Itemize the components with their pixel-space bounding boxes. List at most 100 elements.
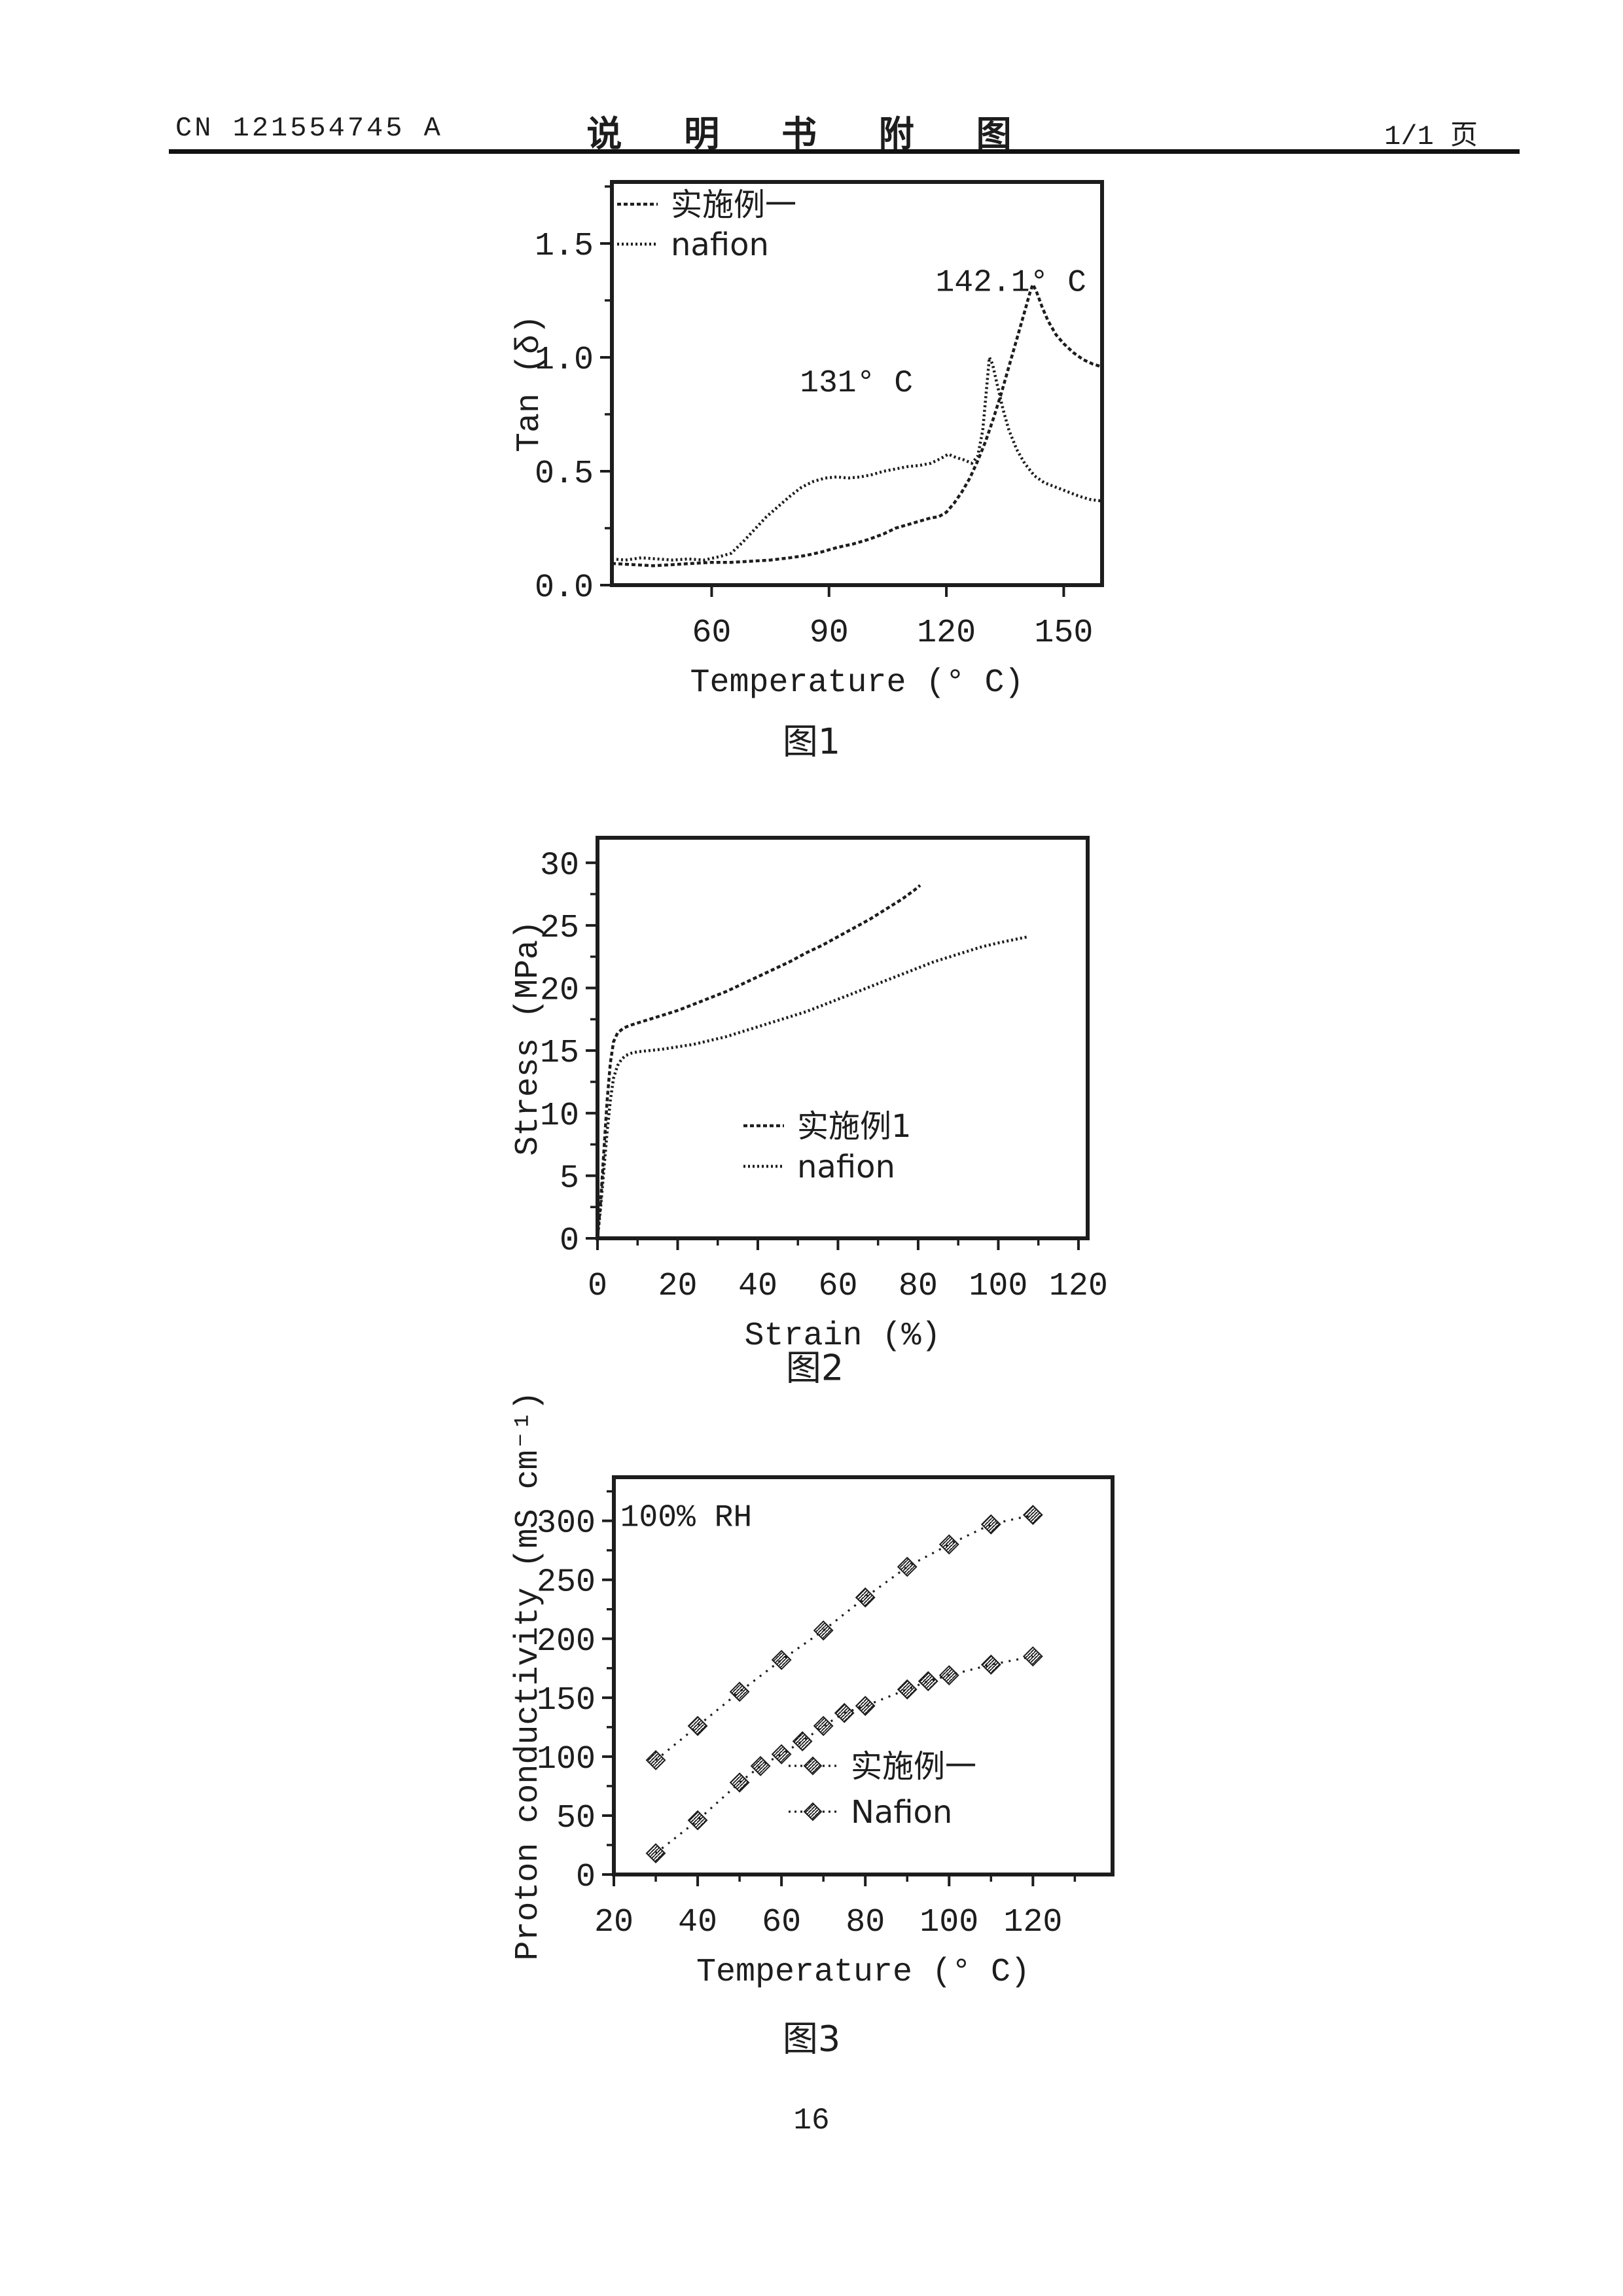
fig1-x-tick-label: 120: [917, 615, 976, 652]
fig3-y-tick-label: 300: [537, 1505, 596, 1543]
fig3-plot-frame: [612, 1475, 1115, 1876]
fig2-y-tick-label: 20: [540, 973, 579, 1010]
fig2-legend: 实施例1 nafion: [743, 1108, 912, 1185]
fig1-x-tick-label: 150: [1034, 615, 1093, 652]
fig3-data-point-marker: [750, 1755, 771, 1776]
fig3-data-point-marker: [771, 1649, 792, 1670]
fig3-axes: 20 40 60 80 100 120 0 50 100 150 200 250 300: [537, 1490, 1077, 1941]
fig1-y-axis-title: Tan (δ): [511, 315, 548, 452]
fig2-y-tick-label: 25: [540, 910, 579, 947]
fig1-series-line: [611, 280, 1101, 567]
fig3-data-point-marker: [1022, 1646, 1043, 1667]
fig2-y-tick-label: 10: [540, 1098, 579, 1135]
fig3-x-tick-label: 120: [1003, 1904, 1062, 1941]
fig3-data-point-marker: [813, 1620, 834, 1641]
fig1-y-tick-label: 1.5: [535, 228, 594, 265]
fig2-x-axis-title: Strain (%): [744, 1318, 940, 1355]
fig3-y-axis-title: Proton conductivity (mS cm⁻¹): [510, 1391, 547, 1960]
figure2-caption: 图2: [785, 1347, 844, 1389]
fig3-data-point-marker: [813, 1715, 834, 1736]
fig2-x-tick-label: 100: [969, 1268, 1027, 1305]
fig3-data-point-marker: [918, 1671, 938, 1692]
fig2-x-tick-label: 120: [1049, 1268, 1108, 1305]
fig3-data-point-marker: [771, 1744, 792, 1765]
page-indicator: 1/1 页: [1384, 121, 1478, 152]
figure1-tan-delta-chart: 60 90 120 150 0.0 0.5 1.0 1.5 Temperature (° C) T…: [511, 180, 1104, 702]
fig3-y-tick-label: 150: [537, 1682, 596, 1719]
fig3-data-point-marker: [687, 1810, 708, 1831]
fig3-series-line: [654, 1514, 1033, 1761]
fig3-y-tick-label: 100: [537, 1741, 596, 1778]
fig1-axes: 60 90 120 150 0.0 0.5 1.0 1.5: [535, 185, 1093, 652]
fig3-x-tick-label: 80: [846, 1904, 885, 1941]
fig3-series-实施例一: [645, 1505, 1043, 1770]
fig3-data-point-marker: [1022, 1505, 1043, 1526]
fig1-annotation: 142.1° C: [936, 266, 1086, 301]
fig2-x-tick-label: 80: [899, 1268, 938, 1305]
page-title: 说 明 书 附 图: [586, 113, 1037, 154]
fig1-legend-label: 实施例一: [671, 187, 796, 223]
fig1-legend-label: nafion: [671, 226, 769, 263]
fig2-x-tick-label: 0: [588, 1268, 607, 1305]
fig3-data-point-marker: [980, 1654, 1001, 1675]
fig3-data-point-marker: [729, 1772, 750, 1793]
fig3-data-point-marker: [938, 1534, 959, 1555]
fig3-legend-sample-marker: [803, 1756, 823, 1776]
fig1-x-axis-title: Temperature (° C): [690, 664, 1024, 702]
fig3-y-tick-label: 250: [537, 1564, 596, 1602]
fig3-data-point-marker: [897, 1556, 918, 1577]
fig3-data-point-marker: [645, 1749, 666, 1770]
fig3-annotation: 100% RH: [620, 1501, 753, 1536]
fig3-data-point-marker: [855, 1696, 876, 1716]
fig3-legend: 实施例一 Nafion: [789, 1748, 976, 1831]
page-number: 16: [793, 2104, 830, 2138]
fig1-annotation: 131° C: [800, 366, 913, 401]
fig1-x-tick-label: 60: [692, 615, 731, 652]
fig3-y-tick-label: 50: [556, 1800, 596, 1837]
fig2-series-line: [596, 884, 921, 1239]
figure1-caption: 图1: [782, 721, 841, 762]
doc-number: CN 121554745 A: [175, 113, 443, 144]
fig3-legend-sample-marker: [803, 1802, 823, 1821]
figure2-stress-strain-chart: 0 20 40 60 80 100 120 0 5 10 15 20 25 30 Strain (%) Str…: [510, 836, 1108, 1355]
fig2-y-tick-label: 15: [540, 1035, 579, 1072]
fig3-data-point-marker: [729, 1681, 750, 1702]
fig3-x-tick-label: 60: [762, 1904, 801, 1941]
header-rule: [169, 149, 1520, 154]
fig3-y-tick-label: 0: [576, 1859, 596, 1896]
fig1-plot-frame: [610, 180, 1104, 587]
fig2-y-tick-label: 0: [560, 1223, 579, 1260]
fig1-series-实施例一: [611, 280, 1101, 567]
fig1-x-tick-label: 90: [810, 615, 849, 652]
fig3-x-axis-title: Temperature (° C): [696, 1954, 1030, 1991]
fig1-y-tick-label: 1.0: [535, 342, 594, 379]
fig3-x-tick-label: 20: [594, 1904, 633, 1941]
figure3-caption: 图3: [782, 2018, 841, 2060]
fig2-y-axis-title: Stress (MPa): [510, 920, 547, 1156]
fig3-data-point-marker: [980, 1514, 1001, 1535]
fig3-data-point-marker: [897, 1679, 918, 1700]
fig3-x-tick-label: 40: [678, 1904, 717, 1941]
fig2-plot-frame: [596, 836, 1090, 1240]
fig2-series-nafion: [596, 935, 1029, 1239]
fig3-series-Nafion: [645, 1646, 1043, 1863]
figure3-proton-conductivity-chart: 20 40 60 80 100 120 0 50 100 150 200 250 300 Temperat…: [510, 1391, 1115, 1991]
fig2-legend-label: 实施例1: [797, 1108, 912, 1145]
fig2-legend-label: nafion: [797, 1149, 895, 1185]
fig2-series-实施例1: [596, 884, 921, 1239]
fig2-x-tick-label: 60: [818, 1268, 857, 1305]
fig2-y-tick-label: 5: [560, 1160, 579, 1197]
fig2-axes: 0 20 40 60 80 100 120 0 5 10 15 20 25 30: [540, 847, 1108, 1305]
fig3-data-point-marker: [645, 1843, 666, 1863]
fig2-series-line: [596, 935, 1029, 1239]
fig3-data-point-marker: [792, 1731, 813, 1751]
fig2-y-tick-label: 30: [540, 847, 579, 884]
fig3-x-tick-label: 100: [919, 1904, 978, 1941]
fig3-data-point-marker: [938, 1665, 959, 1686]
fig3-legend-label: 实施例一: [851, 1748, 976, 1785]
fig3-y-tick-label: 200: [537, 1623, 596, 1660]
fig2-x-tick-label: 40: [738, 1268, 777, 1305]
fig3-data-point-marker: [834, 1702, 855, 1723]
